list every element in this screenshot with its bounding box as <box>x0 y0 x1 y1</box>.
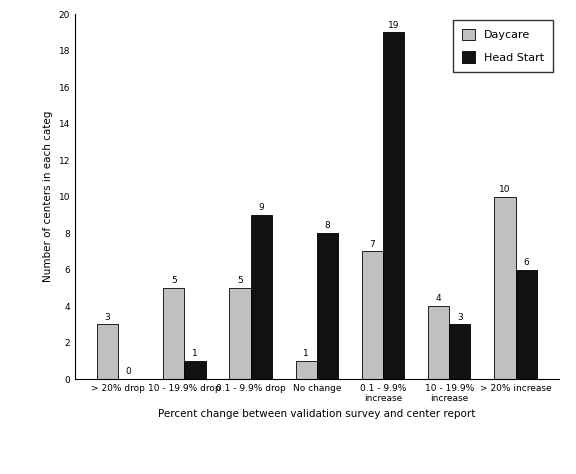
Text: 1: 1 <box>304 349 309 358</box>
Bar <box>317 233 338 379</box>
Bar <box>516 270 537 379</box>
Bar <box>383 32 404 379</box>
Text: 5: 5 <box>237 276 243 285</box>
Text: 5: 5 <box>171 276 177 285</box>
X-axis label: Percent change between validation survey and center report: Percent change between validation survey… <box>158 409 475 419</box>
Text: 9: 9 <box>258 203 264 212</box>
Text: 3: 3 <box>457 313 463 322</box>
Bar <box>184 361 206 379</box>
Legend: Daycare, Head Start: Daycare, Head Start <box>453 20 553 72</box>
Bar <box>251 215 272 379</box>
Text: 4: 4 <box>436 294 441 303</box>
Text: 19: 19 <box>388 21 399 30</box>
Bar <box>97 325 118 379</box>
Text: 10: 10 <box>499 185 511 194</box>
Bar <box>428 306 449 379</box>
Text: 8: 8 <box>324 221 330 230</box>
Bar <box>229 288 251 379</box>
Text: 6: 6 <box>523 258 529 267</box>
Text: 3: 3 <box>105 313 111 322</box>
Bar <box>163 288 184 379</box>
Y-axis label: Number of centers in each categ: Number of centers in each categ <box>43 111 53 283</box>
Text: 1: 1 <box>192 349 198 358</box>
Bar <box>449 325 471 379</box>
Bar <box>362 251 383 379</box>
Bar <box>295 361 317 379</box>
Text: 0: 0 <box>126 367 131 376</box>
Bar <box>494 197 516 379</box>
Text: 7: 7 <box>370 240 376 249</box>
